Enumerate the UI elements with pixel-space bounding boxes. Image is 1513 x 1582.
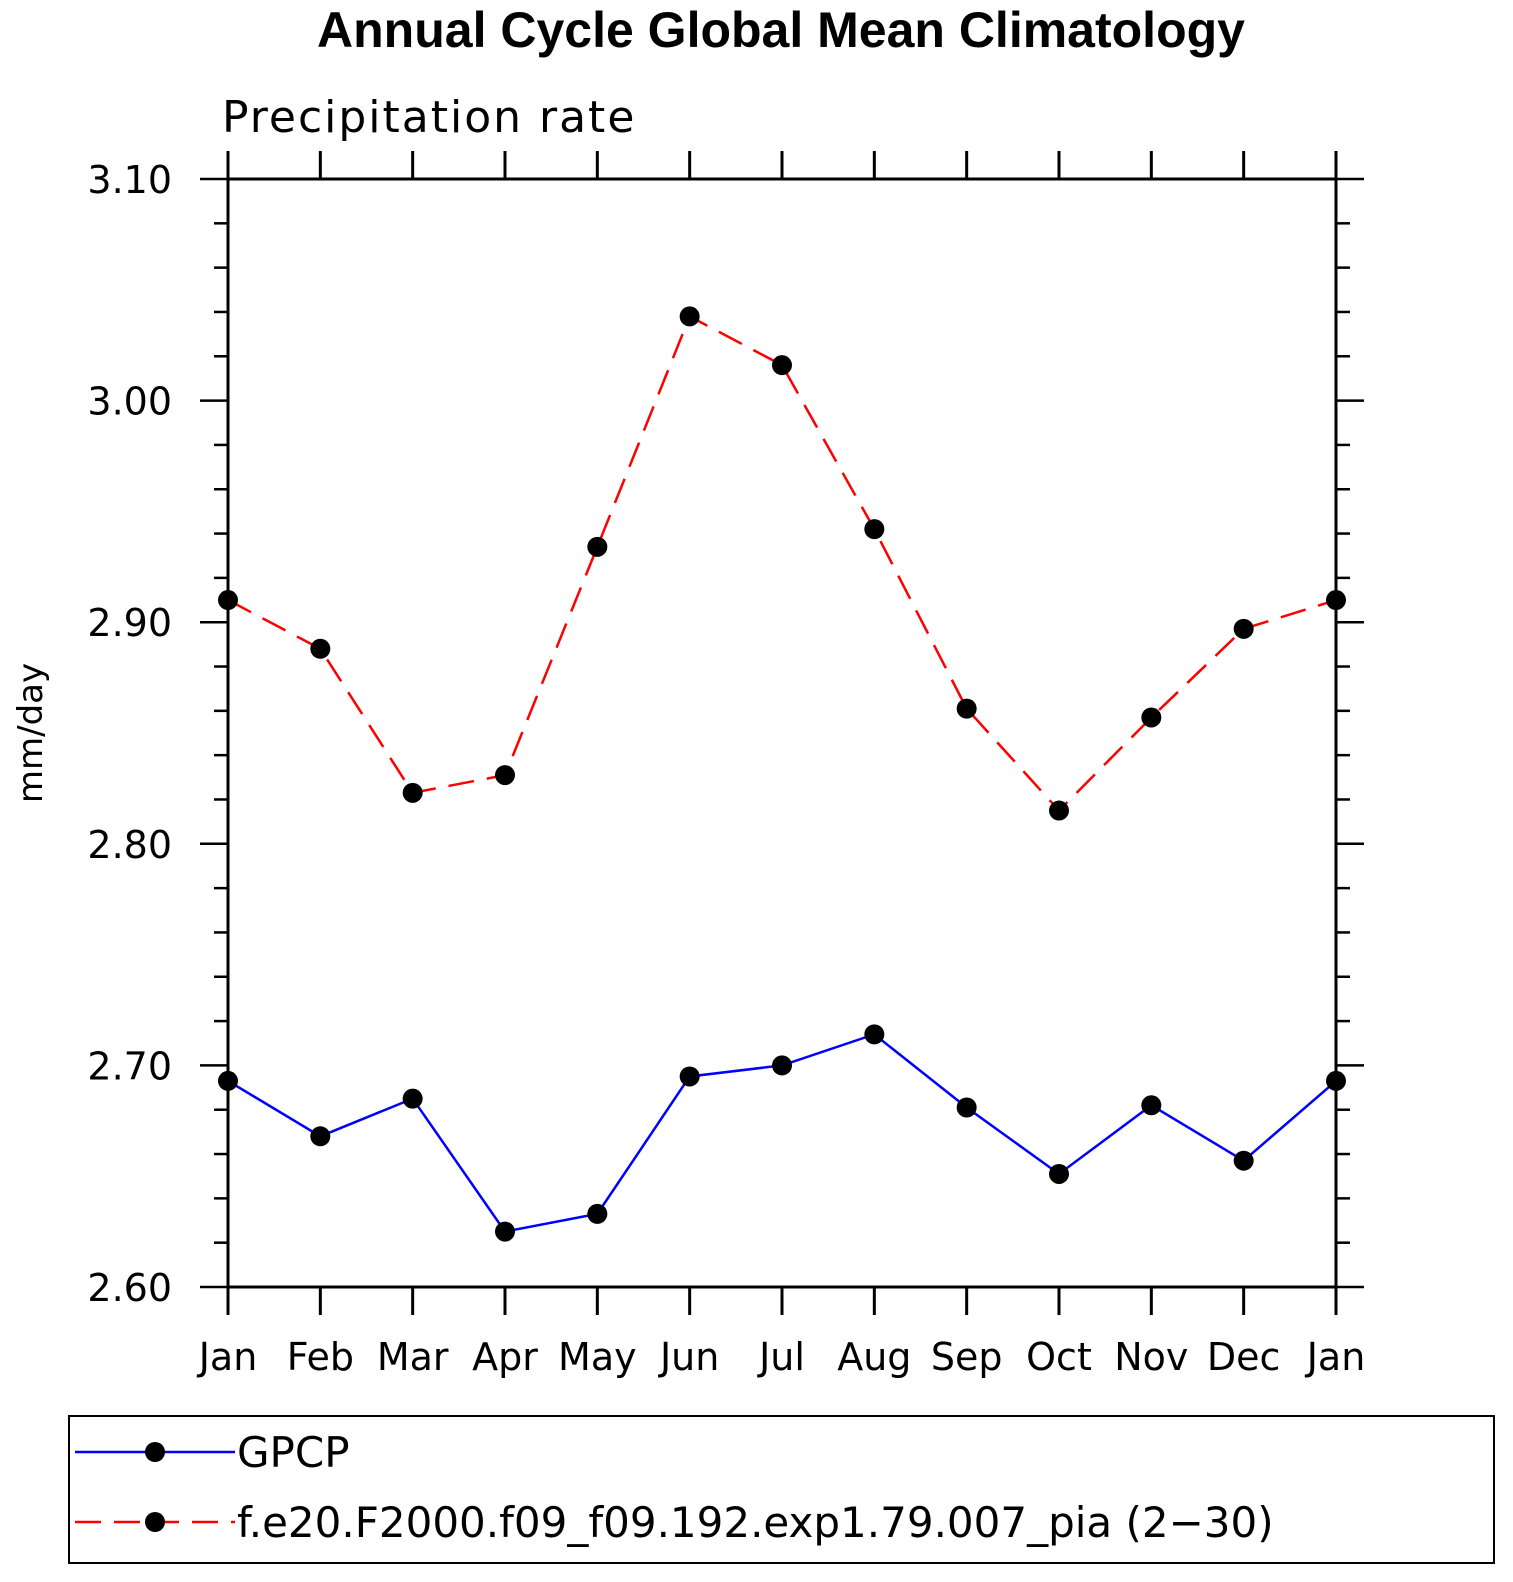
data-point <box>864 519 885 540</box>
data-point <box>402 1088 423 1109</box>
data-point <box>1233 618 1254 639</box>
x-tick-label: May <box>558 1335 637 1379</box>
data-point <box>1141 1095 1162 1116</box>
series-line <box>227 314 1337 813</box>
x-tick-labels: Jan Feb Mar Apr May Jun Jul Aug Sep Oct Nov Dec Jan <box>197 1335 1366 1379</box>
y-tick-label: 2.80 <box>87 823 172 867</box>
x-tick-label: Jan <box>197 1335 258 1379</box>
x-tick-label: Nov <box>1114 1335 1188 1379</box>
series-2 <box>218 306 1346 821</box>
data-point <box>218 590 238 611</box>
data-point <box>1233 1150 1254 1171</box>
axis-ticks <box>200 151 1364 1315</box>
data-point <box>1326 590 1346 611</box>
x-tick-label: Jul <box>757 1335 805 1379</box>
data-point <box>1326 1070 1346 1091</box>
data-point <box>956 1097 977 1118</box>
legend-label: f.e20.F2000.f09_f09.192.exp1.79.007_pia … <box>237 1498 1274 1547</box>
x-tick-label: Oct <box>1026 1335 1092 1379</box>
data-point <box>310 1126 331 1147</box>
plot-frame <box>226 177 1338 1289</box>
x-tick-label: Jun <box>658 1335 719 1379</box>
data-point <box>495 765 515 786</box>
data-point <box>1141 707 1162 728</box>
y-tick-labels: 2.60 2.70 2.80 2.90 3.00 3.10 <box>87 158 172 1310</box>
data-point <box>864 1024 885 1045</box>
legend-marker <box>145 1512 165 1532</box>
legend-marker <box>145 1442 165 1462</box>
x-tick-label: Mar <box>377 1335 449 1379</box>
y-tick-label: 2.60 <box>87 1266 172 1310</box>
chart-title: Annual Cycle Global Mean Climatology <box>317 2 1245 58</box>
legend: GPCP f.e20.F2000.f09_f09.192.exp1.79.007_… <box>75 1428 1274 1547</box>
x-tick-label: Jan <box>1305 1335 1366 1379</box>
data-point <box>772 1055 792 1076</box>
y-tick-label: 3.10 <box>87 158 172 202</box>
data-point <box>1049 800 1069 821</box>
data-point <box>679 306 700 327</box>
data-point <box>402 782 423 803</box>
data-point <box>587 536 608 557</box>
x-tick-label: Sep <box>931 1335 1003 1379</box>
data-point <box>679 1066 700 1087</box>
y-axis-label: mm/day <box>11 663 51 803</box>
series-1 <box>218 1024 1346 1242</box>
data-point <box>587 1203 608 1224</box>
x-tick-label: Aug <box>837 1335 911 1379</box>
data-point <box>495 1221 515 1242</box>
y-tick-label: 3.00 <box>87 380 172 424</box>
data-point <box>218 1070 238 1091</box>
legend-box <box>68 1415 1495 1564</box>
data-point <box>772 355 792 376</box>
x-tick-label: Feb <box>287 1335 354 1379</box>
data-point <box>1049 1163 1069 1184</box>
y-tick-label: 2.90 <box>87 601 172 645</box>
chart-subtitle: Precipitation rate <box>222 92 636 143</box>
legend-label: GPCP <box>237 1428 350 1477</box>
x-tick-label: Apr <box>472 1335 538 1379</box>
x-tick-label: Dec <box>1207 1335 1281 1379</box>
data-point <box>310 638 331 659</box>
y-tick-label: 2.70 <box>87 1044 172 1088</box>
data-point <box>956 698 977 719</box>
series-layer <box>218 306 1346 1242</box>
